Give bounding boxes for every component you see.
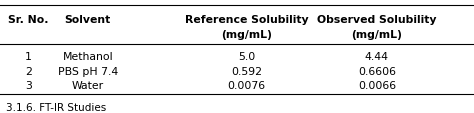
Text: PBS pH 7.4: PBS pH 7.4 (57, 66, 118, 76)
Text: 0.592: 0.592 (231, 66, 262, 76)
Text: 0.0076: 0.0076 (228, 81, 265, 91)
Text: Solvent: Solvent (64, 14, 111, 24)
Text: (mg/mL): (mg/mL) (351, 30, 402, 40)
Text: Observed Solubility: Observed Solubility (317, 14, 437, 24)
Text: 0.6606: 0.6606 (358, 66, 396, 76)
Text: 2: 2 (25, 66, 32, 76)
Text: (mg/mL): (mg/mL) (221, 30, 272, 40)
Text: 3: 3 (25, 81, 32, 91)
Text: 0.0066: 0.0066 (358, 81, 396, 91)
Text: Reference Solubility: Reference Solubility (185, 14, 308, 24)
Text: 1: 1 (25, 52, 32, 62)
Text: 5.0: 5.0 (238, 52, 255, 62)
Text: 3.1.6. FT-IR Studies: 3.1.6. FT-IR Studies (6, 102, 106, 112)
Text: Sr. No.: Sr. No. (8, 14, 49, 24)
Text: 4.44: 4.44 (365, 52, 389, 62)
Text: Water: Water (72, 81, 104, 91)
Text: Methanol: Methanol (63, 52, 113, 62)
